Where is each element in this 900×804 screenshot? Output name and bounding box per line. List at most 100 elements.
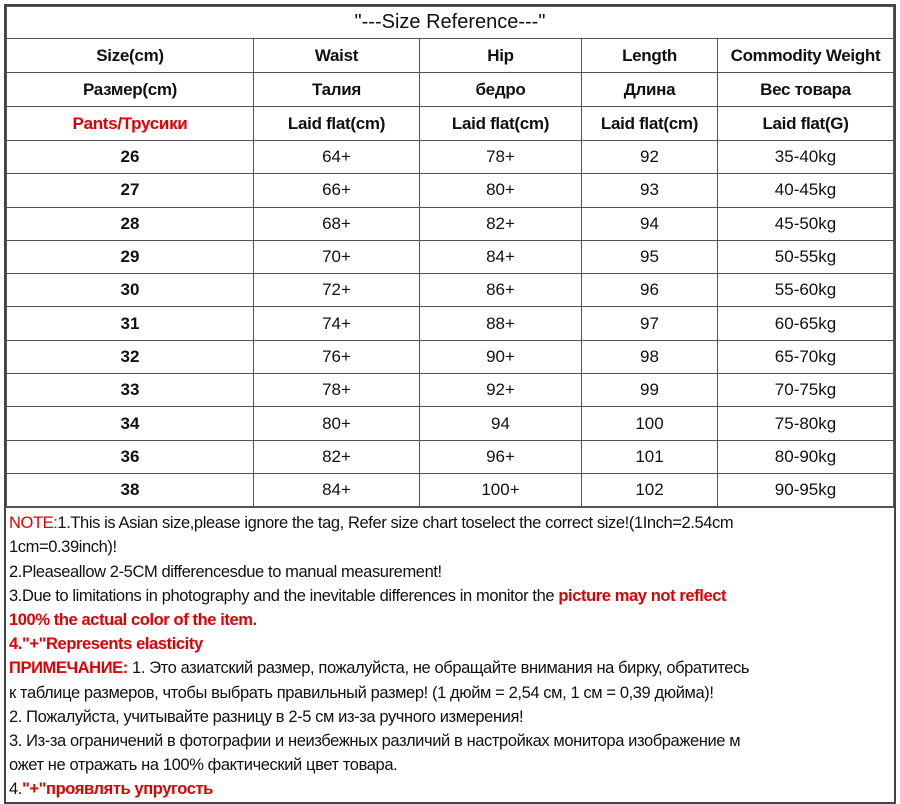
- header-row: Размер(cm) Талия бедро Длина Вес товара: [6, 72, 894, 107]
- note-line: 3. Из-за ограничений в фотографии и неиз…: [9, 729, 894, 753]
- note-line: 100% the actual color of the item.: [9, 608, 894, 632]
- note-line: ПРИМЕЧАНИЕ: 1. Это азиатский размер, пож…: [9, 656, 894, 680]
- note-highlight: 100% the actual color of the item.: [9, 611, 257, 630]
- value-cell: 100: [581, 406, 718, 441]
- value-cell: 100+: [419, 472, 582, 508]
- header-cell: Длина: [581, 72, 718, 107]
- note-text: 3. Из-за ограничений в фотографии и неиз…: [9, 731, 741, 750]
- value-cell: 101: [581, 439, 718, 474]
- value-cell: 74+: [253, 306, 420, 341]
- size-table: "---Size Reference---" Size(cm) Waist Hip L…: [6, 6, 894, 508]
- value-cell: 95: [581, 239, 718, 275]
- header-row: Pants/Трусики Laid flat(cm) Laid flat(cm) L…: [6, 106, 894, 141]
- value-cell: 94: [581, 206, 718, 241]
- value-cell: 94: [419, 406, 582, 441]
- header-row: Size(cm) Waist Hip Length Commodity Weight: [6, 38, 894, 73]
- note-text: 2. Пожалуйста, учитывайте разницу в 2-5 …: [9, 707, 524, 726]
- value-cell: 76+: [253, 339, 420, 375]
- value-cell: 78+: [419, 139, 582, 175]
- value-cell: 84+: [253, 472, 420, 508]
- note-text: 1. Это азиатский размер, пожалуйста, не …: [127, 659, 750, 678]
- size-cell: 38: [6, 472, 254, 508]
- header-cell: Вес товара: [717, 72, 894, 107]
- value-cell: 97: [581, 306, 718, 341]
- value-cell: 80-90kg: [717, 439, 894, 474]
- size-cell: 29: [6, 239, 254, 275]
- note-highlight: picture may not reflect: [558, 586, 727, 605]
- note-line: NOTE:1.This is Asian size,please ignore …: [9, 511, 894, 535]
- note-line: 2.Pleaseallow 2-5CM differencesdue to ma…: [9, 560, 894, 584]
- table-row: 29 70+ 84+ 95 50-55kg: [6, 239, 894, 275]
- header-cell: Талия: [253, 72, 420, 107]
- value-cell: 80+: [419, 173, 582, 208]
- table-row: 27 66+ 80+ 93 40-45kg: [6, 173, 894, 208]
- header-cell: Laid flat(cm): [253, 106, 420, 141]
- value-cell: 72+: [253, 273, 420, 308]
- value-cell: 86+: [419, 273, 582, 308]
- header-cell: Length: [581, 38, 718, 73]
- table-row: 26 64+ 78+ 92 35-40kg: [6, 139, 894, 175]
- note-text: 1cm=0.39inch)!: [9, 538, 117, 557]
- table-row: 30 72+ 86+ 96 55-60kg: [6, 273, 894, 308]
- value-cell: 60-65kg: [717, 306, 894, 341]
- value-cell: 35-40kg: [717, 139, 894, 175]
- note-line: к таблице размеров, чтобы выбрать правил…: [9, 681, 894, 705]
- table-row: 38 84+ 100+ 102 90-95kg: [6, 472, 894, 508]
- note-text: 1.This is Asian size,please ignore the t…: [57, 514, 734, 533]
- value-cell: 68+: [253, 206, 420, 241]
- value-cell: 40-45kg: [717, 173, 894, 208]
- size-cell: 31: [6, 306, 254, 341]
- note-highlight: ПРИМЕЧАНИЕ:: [9, 659, 128, 678]
- size-cell: 36: [6, 439, 254, 474]
- value-cell: 75-80kg: [717, 406, 894, 441]
- value-cell: 90-95kg: [717, 472, 894, 508]
- chart-title: "---Size Reference---": [6, 6, 894, 39]
- table-row: 36 82+ 96+ 101 80-90kg: [6, 439, 894, 474]
- header-cell: Laid flat(cm): [419, 106, 582, 141]
- header-cell: Commodity Weight: [717, 38, 894, 73]
- header-cell: Laid flat(G): [717, 106, 894, 141]
- size-cell: 32: [6, 339, 254, 375]
- note-line: 4."+"Represents elasticity: [9, 632, 894, 656]
- value-cell: 82+: [253, 439, 420, 474]
- value-cell: 66+: [253, 173, 420, 208]
- table-row: 28 68+ 82+ 94 45-50kg: [6, 206, 894, 241]
- note-highlight: "+"проявлять упругость: [21, 780, 213, 799]
- size-cell: 28: [6, 206, 254, 241]
- value-cell: 99: [581, 373, 718, 408]
- table-row: 33 78+ 92+ 99 70-75kg: [6, 373, 894, 408]
- header-cell: Hip: [419, 38, 582, 73]
- note-text: 2.Pleaseallow 2-5CM differencesdue to ma…: [9, 562, 442, 581]
- value-cell: 88+: [419, 306, 582, 341]
- note-line: 2. Пожалуйста, учитывайте разницу в 2-5 …: [9, 705, 894, 729]
- note-line: 3.Due to limitations in photography and …: [9, 584, 894, 608]
- size-cell: 27: [6, 173, 254, 208]
- size-cell: 26: [6, 139, 254, 175]
- note-line: ожет не отражать на 100% фактический цве…: [9, 753, 894, 777]
- value-cell: 55-60kg: [717, 273, 894, 308]
- note-text: 3.Due to limitations in photography and …: [9, 586, 559, 605]
- note-text: к таблице размеров, чтобы выбрать правил…: [9, 683, 714, 702]
- value-cell: 96+: [419, 439, 582, 474]
- value-cell: 84+: [419, 239, 582, 275]
- value-cell: 92: [581, 139, 718, 175]
- value-cell: 80+: [253, 406, 420, 441]
- value-cell: 93: [581, 173, 718, 208]
- size-chart: "---Size Reference---" Size(cm) Waist Hip L…: [4, 4, 896, 804]
- table-row: 32 76+ 90+ 98 65-70kg: [6, 339, 894, 375]
- note-text: 4.: [9, 780, 22, 799]
- value-cell: 92+: [419, 373, 582, 408]
- value-cell: 45-50kg: [717, 206, 894, 241]
- header-cell: Размер(cm): [6, 72, 254, 107]
- note-line: 4."+"проявлять упругость: [9, 777, 894, 801]
- header-cell: Laid flat(cm): [581, 106, 718, 141]
- note-line: 1cm=0.39inch)!: [9, 535, 894, 559]
- note-text: ожет не отражать на 100% фактический цве…: [9, 756, 398, 775]
- header-cell: бедро: [419, 72, 582, 107]
- size-cell: 30: [6, 273, 254, 308]
- notes-section: NOTE:1.This is Asian size,please ignore …: [6, 507, 894, 801]
- value-cell: 64+: [253, 139, 420, 175]
- note-highlight: 4."+"Represents elasticity: [9, 635, 203, 654]
- value-cell: 70-75kg: [717, 373, 894, 408]
- size-cell: 33: [6, 373, 254, 408]
